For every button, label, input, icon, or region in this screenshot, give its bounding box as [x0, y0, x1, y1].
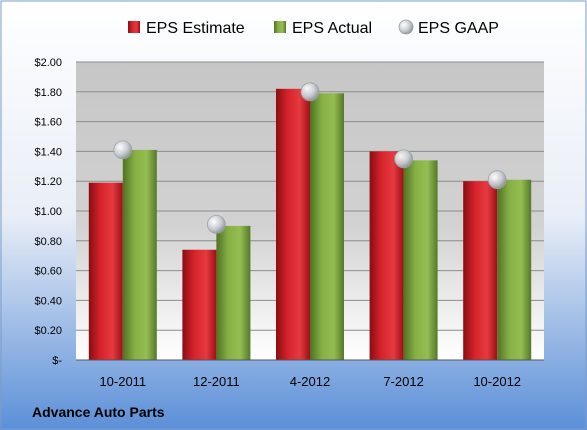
- legend-swatch-eps-gaap: [398, 19, 414, 35]
- legend-label-eps-estimate: EPS Estimate: [146, 20, 245, 37]
- y-tick-label: $-: [52, 355, 62, 367]
- y-tick-label: $1.20: [34, 176, 62, 188]
- bars: [88, 88, 532, 360]
- x-tick-label: 7-2012: [383, 374, 423, 389]
- y-tick-label: $1.00: [34, 206, 62, 218]
- legend-label-eps-gaap: EPS GAAP: [418, 20, 499, 37]
- x-tick-label: 10-2012: [473, 374, 521, 389]
- legend-swatch-eps-estimate: [128, 21, 140, 33]
- y-tick-label: $0.20: [34, 325, 62, 337]
- bar-eps-actual: [122, 149, 157, 360]
- y-axis-tick-labels: $- $0.20 $0.40 $0.60 $0.80 $1.00 $1.20 $1.40 $1.…: [34, 57, 62, 367]
- footer-company-label: Advance Auto Parts: [32, 404, 165, 420]
- marker-eps-gaap: [113, 140, 133, 160]
- bar-eps-estimate: [88, 182, 123, 360]
- bar-eps-actual: [497, 179, 532, 360]
- y-tick-label: $0.80: [34, 236, 62, 248]
- y-tick-label: $0.60: [34, 266, 62, 278]
- gaap-markers: [113, 82, 507, 234]
- legend: EPS Estimate EPS Actual EPS GAAP: [128, 19, 499, 37]
- bar-eps-actual: [310, 93, 344, 360]
- y-tick-label: $2.00: [34, 57, 62, 69]
- bar-eps-estimate: [182, 249, 217, 360]
- bar-eps-actual: [216, 225, 251, 360]
- bar-eps-estimate: [463, 181, 498, 360]
- x-tick-label: 4-2012: [290, 374, 330, 389]
- marker-eps-gaap: [206, 215, 226, 234]
- marker-eps-gaap: [487, 170, 507, 190]
- y-tick-label: $1.80: [34, 87, 62, 99]
- legend-swatch-eps-actual: [274, 21, 286, 33]
- y-tick-label: $1.40: [34, 146, 62, 158]
- marker-eps-gaap: [300, 82, 320, 102]
- x-tick-label: 10-2011: [99, 374, 146, 389]
- y-tick-label: $1.60: [34, 117, 62, 129]
- bar-eps-estimate: [276, 88, 310, 360]
- bar-eps-actual: [403, 160, 438, 360]
- bar-eps-estimate: [369, 151, 404, 360]
- y-tick-label: $0.40: [34, 295, 62, 307]
- x-axis-tick-labels: 10-2011 12-2011 4-2012 7-2012 10-2012: [99, 374, 521, 389]
- x-tick-label: 12-2011: [193, 374, 240, 389]
- marker-eps-gaap: [394, 149, 414, 169]
- legend-label-eps-actual: EPS Actual: [292, 20, 372, 37]
